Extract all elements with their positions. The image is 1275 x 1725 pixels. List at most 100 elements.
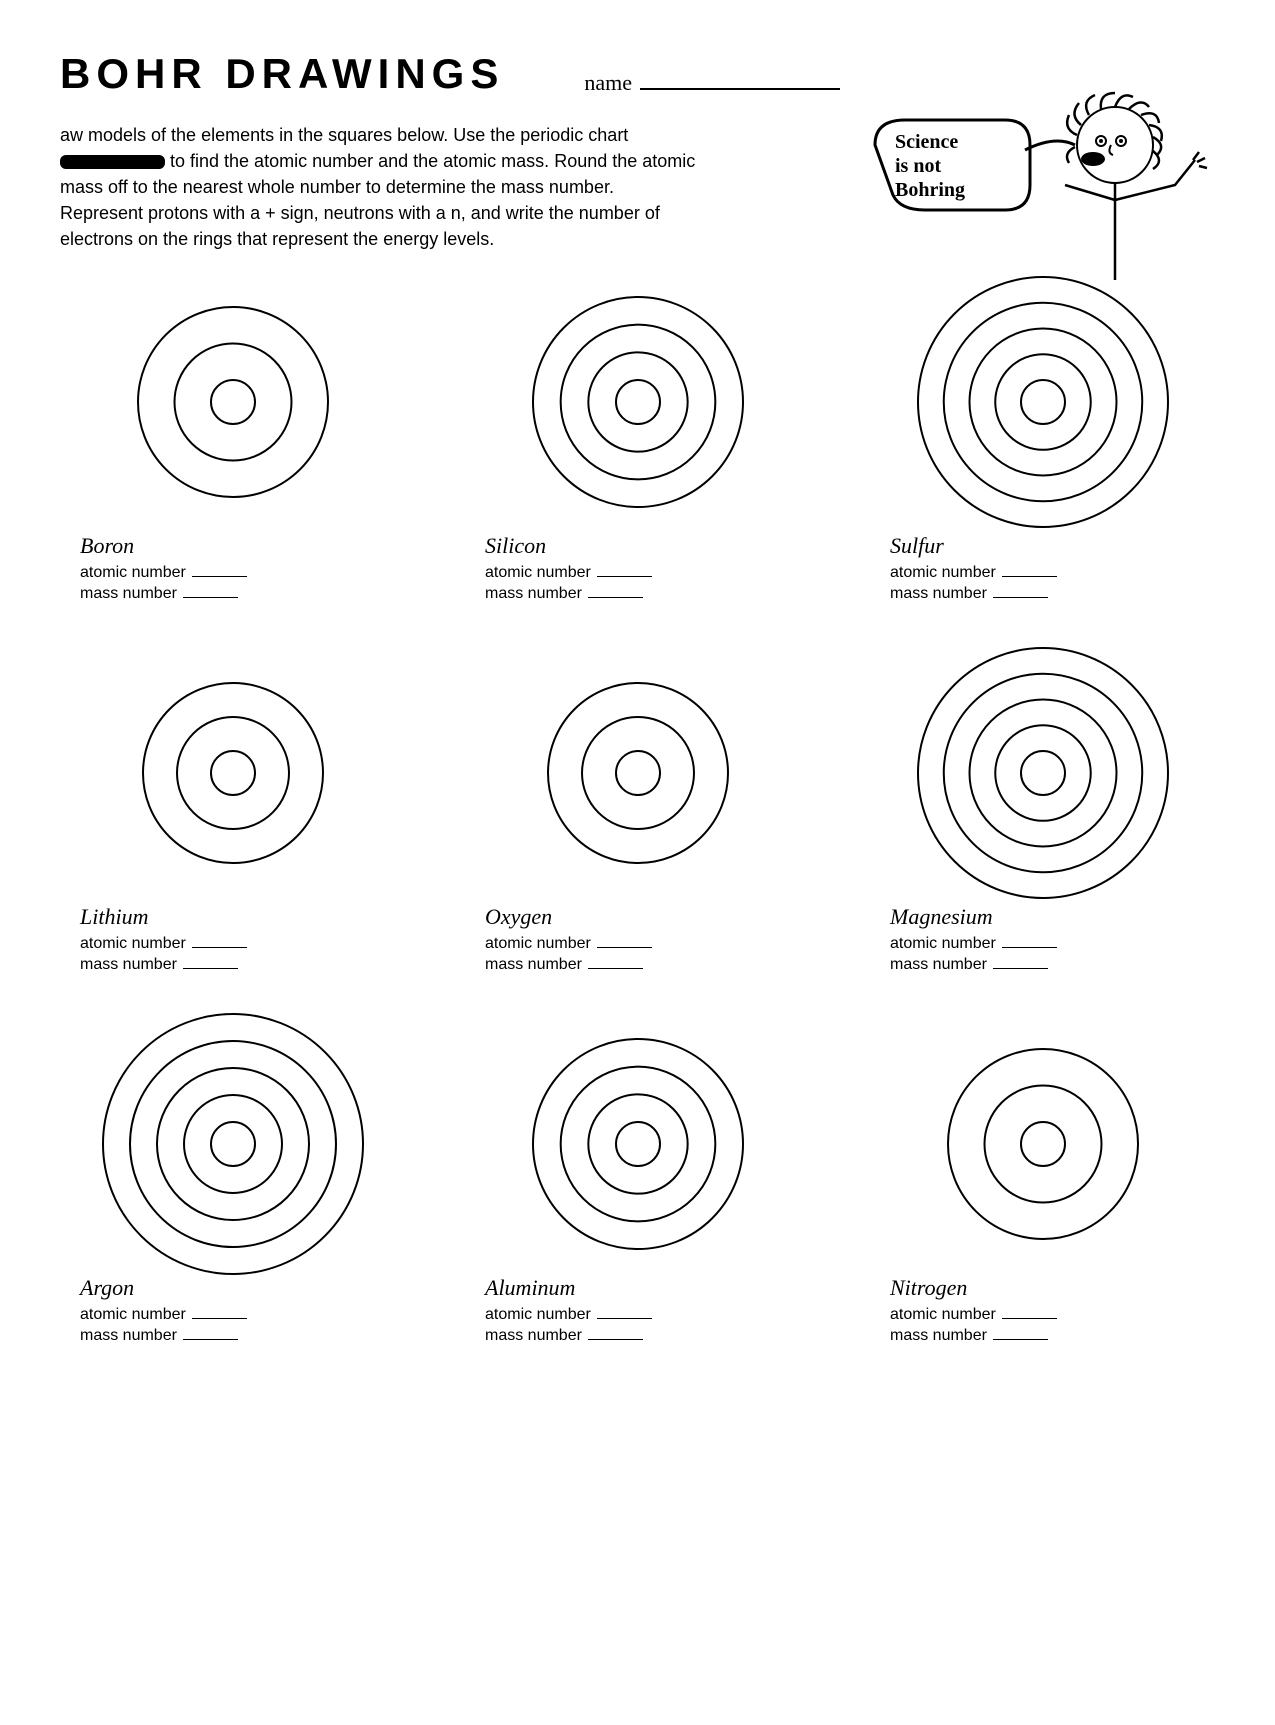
bohr-diagram (529, 1019, 747, 1269)
mass-number-label: mass number (80, 956, 177, 974)
element-name: Aluminum (465, 1275, 810, 1301)
mass-number-row: mass number (890, 1326, 1215, 1345)
atomic-number-row: atomic number (485, 934, 810, 953)
mass-number-row: mass number (80, 1326, 405, 1345)
atomic-number-blank[interactable] (1002, 934, 1057, 948)
element-name: Lithium (60, 904, 405, 930)
atomic-number-blank[interactable] (597, 563, 652, 577)
mass-number-blank[interactable] (993, 955, 1048, 969)
atomic-number-label: atomic number (80, 1306, 186, 1324)
mass-number-blank[interactable] (588, 955, 643, 969)
bohr-diagram (914, 648, 1172, 898)
atomic-number-row: atomic number (80, 934, 405, 953)
name-field: name (584, 70, 840, 96)
element-cell: Lithium atomic number mass number (60, 648, 405, 974)
mass-number-row: mass number (890, 584, 1215, 603)
mass-number-row: mass number (485, 955, 810, 974)
mass-number-row: mass number (890, 955, 1215, 974)
mass-number-label: mass number (485, 585, 582, 603)
element-cell: Magnesium atomic number mass number (870, 648, 1215, 974)
element-fields: atomic number mass number (60, 561, 405, 603)
name-blank-line[interactable] (640, 74, 840, 90)
atomic-number-row: atomic number (890, 1305, 1215, 1324)
mass-number-row: mass number (485, 1326, 810, 1345)
atomic-number-label: atomic number (485, 1306, 591, 1324)
atomic-number-blank[interactable] (1002, 1305, 1057, 1319)
mass-number-row: mass number (80, 584, 405, 603)
element-fields: atomic number mass number (465, 932, 810, 974)
atomic-number-label: atomic number (80, 935, 186, 953)
atomic-number-label: atomic number (890, 1306, 996, 1324)
element-name: Boron (60, 533, 405, 559)
element-cell: Siliconatomic numbermass number (465, 277, 810, 603)
atomic-number-row: atomic number (485, 563, 810, 582)
element-name: Oxygen (465, 904, 810, 930)
svg-text:Bohring: Bohring (895, 179, 965, 201)
cartoon-character: Science is not Bohring (865, 90, 1215, 330)
mass-number-label: mass number (890, 1327, 987, 1345)
bohr-diagram (529, 277, 747, 527)
element-fields: atomic number mass number (60, 1303, 405, 1345)
mass-number-blank[interactable] (993, 584, 1048, 598)
mass-number-blank[interactable] (183, 1326, 238, 1340)
element-fields: atomic number mass number (870, 1303, 1215, 1345)
redacted-mark (60, 155, 165, 169)
svg-text:is not: is not (895, 155, 941, 177)
atomic-number-label: atomic number (485, 564, 591, 582)
atomic-number-row: atomic number (890, 934, 1215, 953)
instructions-prefix: aw models of the elements in the squares… (60, 125, 628, 145)
atomic-number-label: atomic number (485, 935, 591, 953)
mass-number-row: mass number (485, 584, 810, 603)
element-name: Nitrogen (870, 1275, 1215, 1301)
instructions-text: aw models of the elements in the squares… (60, 122, 700, 252)
atomic-number-row: atomic number (80, 563, 405, 582)
mass-number-label: mass number (485, 956, 582, 974)
element-fields: atomic number mass number (870, 932, 1215, 974)
bohr-diagram (139, 648, 327, 898)
mass-number-row: mass number (80, 955, 405, 974)
element-cell: Aluminum atomic number mass number (465, 1019, 810, 1345)
element-cell: Argon atomic number mass number (60, 1019, 405, 1345)
mass-number-blank[interactable] (993, 1326, 1048, 1340)
element-name: Sulfur (870, 533, 1215, 559)
mass-number-label: mass number (485, 1327, 582, 1345)
element-cell: Oxygen atomic number mass number (465, 648, 810, 974)
atomic-number-blank[interactable] (192, 934, 247, 948)
atomic-number-label: atomic number (890, 564, 996, 582)
mass-number-blank[interactable] (588, 584, 643, 598)
element-name: Argon (60, 1275, 405, 1301)
mass-number-blank[interactable] (588, 1326, 643, 1340)
element-fields: atomic number mass number (465, 561, 810, 603)
bohr-diagram (944, 1019, 1142, 1269)
mass-number-blank[interactable] (183, 584, 238, 598)
name-label: name (584, 70, 632, 96)
atomic-number-blank[interactable] (597, 934, 652, 948)
atomic-number-blank[interactable] (597, 1305, 652, 1319)
mass-number-blank[interactable] (183, 955, 238, 969)
bohr-diagram (134, 277, 332, 527)
atomic-number-row: atomic number (485, 1305, 810, 1324)
mass-number-label: mass number (80, 1327, 177, 1345)
worksheet-page: BOHR DRAWINGS name aw models of the elem… (0, 0, 1275, 1725)
bohr-diagram (544, 648, 732, 898)
atomic-number-blank[interactable] (192, 1305, 247, 1319)
mass-number-label: mass number (890, 585, 987, 603)
bohr-diagram (99, 1019, 367, 1269)
element-cell: Nitrogen atomic number mass number (870, 1019, 1215, 1345)
element-fields: atomic number mass number (870, 561, 1215, 603)
bohr-grid: Boronatomic numbermass numberSiliconatom… (60, 277, 1215, 1345)
atomic-number-label: atomic number (80, 564, 186, 582)
element-fields: atomic number mass number (465, 1303, 810, 1345)
atomic-number-blank[interactable] (1002, 563, 1057, 577)
atomic-number-label: atomic number (890, 935, 996, 953)
atomic-number-row: atomic number (890, 563, 1215, 582)
atomic-number-row: atomic number (80, 1305, 405, 1324)
element-cell: Boron atomic number mass number (60, 277, 405, 603)
atomic-number-blank[interactable] (192, 563, 247, 577)
svg-text:Science: Science (895, 131, 958, 153)
page-title: BOHR DRAWINGS (60, 50, 504, 98)
element-fields: atomic number mass number (60, 932, 405, 974)
element-name: Magnesium (870, 904, 1215, 930)
mass-number-label: mass number (890, 956, 987, 974)
mass-number-label: mass number (80, 585, 177, 603)
